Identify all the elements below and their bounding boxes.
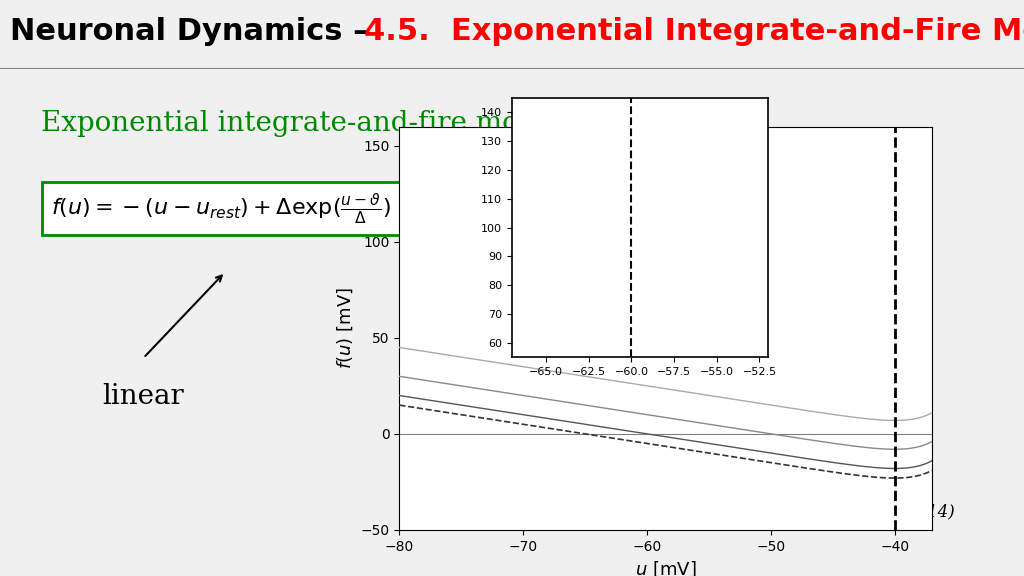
- Text: Exponential integrate-and-fire model (EIF): Exponential integrate-and-fire model (EI…: [41, 109, 643, 137]
- Y-axis label: $f(u)$ [mV]: $f(u)$ [mV]: [336, 287, 355, 369]
- Text: Image: Neuronal Dynamics,
Gerstner et al.,
 Cambridge Univ. Press (2014): Image: Neuronal Dynamics, Gerstner et al…: [696, 464, 955, 521]
- X-axis label: $u$ [mV]: $u$ [mV]: [635, 559, 696, 576]
- Text: Neuronal Dynamics –: Neuronal Dynamics –: [10, 17, 379, 46]
- Text: 4.5.  Exponential Integrate-and-Fire Model: 4.5. Exponential Integrate-and-Fire Mode…: [364, 17, 1024, 46]
- Text: $f(u) = -(u - u_{rest}) + \Delta\exp(\frac{u-\vartheta}{\Delta})$: $f(u) = -(u - u_{rest}) + \Delta\exp(\fr…: [51, 191, 391, 226]
- Text: linear: linear: [102, 384, 184, 410]
